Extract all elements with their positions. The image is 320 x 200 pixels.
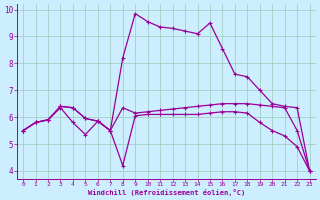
X-axis label: Windchill (Refroidissement éolien,°C): Windchill (Refroidissement éolien,°C) xyxy=(88,189,245,196)
